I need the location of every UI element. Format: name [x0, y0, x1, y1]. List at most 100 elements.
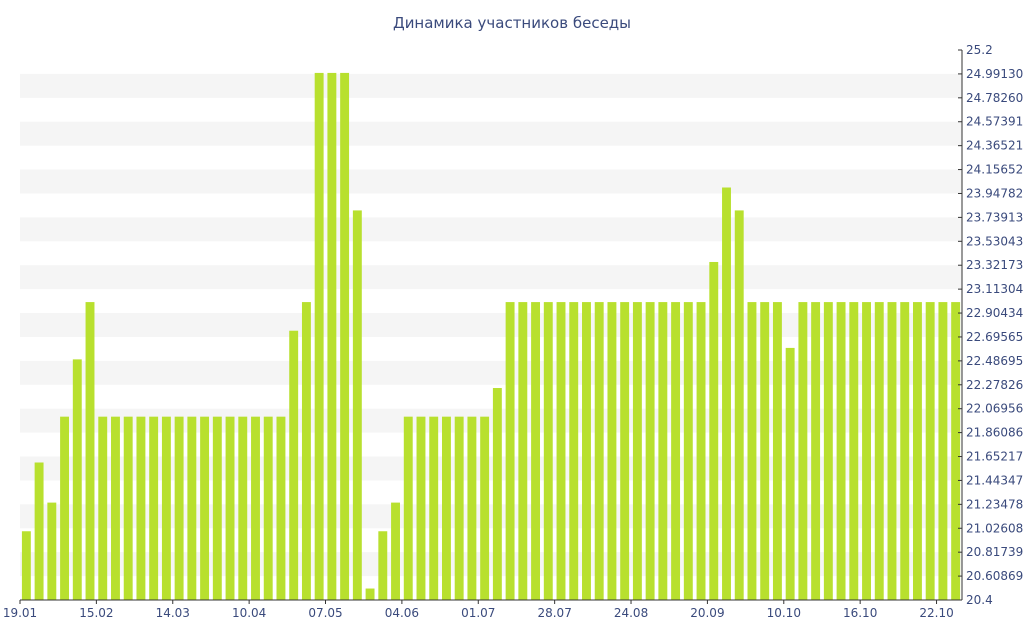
bar	[696, 302, 706, 600]
x-tick-label: 22.10	[919, 606, 953, 620]
bar	[251, 416, 260, 600]
bar	[556, 302, 566, 600]
y-tick-label: 21.02608	[966, 521, 1023, 535]
y-tick-label: 21.86086	[966, 426, 1023, 440]
grid-band	[20, 552, 962, 577]
y-tick-label: 23.11304	[966, 282, 1023, 296]
y-tick-label: 22.90434	[966, 306, 1023, 320]
bar	[365, 588, 375, 600]
bar	[467, 416, 477, 600]
bar	[263, 416, 273, 600]
bar	[938, 302, 948, 600]
bar	[811, 302, 821, 600]
bar	[161, 416, 171, 600]
bar	[429, 416, 439, 600]
bar	[34, 462, 44, 600]
grid-band	[20, 265, 962, 290]
y-tick-label: 22.06956	[966, 402, 1023, 416]
y-tick-label: 21.23478	[966, 497, 1023, 511]
y-tick-label: 23.32173	[966, 258, 1023, 272]
x-tick-label: 10.04	[232, 606, 266, 620]
y-tick-label: 22.48695	[966, 354, 1023, 368]
bar	[747, 302, 757, 600]
bar	[594, 302, 604, 600]
x-tick-label: 20.09	[690, 606, 724, 620]
bar	[85, 302, 95, 600]
bar	[620, 302, 630, 600]
bar	[98, 416, 108, 600]
y-tick-label: 23.94782	[966, 186, 1023, 200]
x-tick-label: 14.03	[156, 606, 190, 620]
bar	[276, 416, 286, 600]
bar	[225, 416, 235, 600]
bar	[951, 302, 961, 600]
bar	[403, 416, 413, 600]
chart-title: Динамика участников беседы	[393, 14, 631, 32]
bar	[569, 302, 579, 600]
grid-band	[20, 73, 962, 98]
bar	[340, 72, 350, 600]
bar	[900, 302, 910, 600]
bar	[123, 416, 133, 600]
y-tick-label: 24.78260	[966, 91, 1023, 105]
bar	[887, 302, 897, 600]
bar	[187, 416, 197, 600]
grid-band	[20, 121, 962, 146]
bar	[912, 302, 922, 600]
y-axis: 20.4 20.60869 20.81739 21.02608 21.23478 21.4…	[958, 43, 1023, 607]
bar	[301, 302, 311, 600]
grid-band	[20, 313, 962, 337]
bar	[212, 416, 222, 600]
bar	[21, 531, 31, 600]
bar	[874, 302, 884, 600]
bar	[607, 302, 617, 600]
bar	[772, 302, 782, 600]
x-tick-label: 04.06	[385, 606, 419, 620]
grid-band	[20, 504, 962, 529]
bar	[149, 416, 159, 600]
y-tick-label: 23.73913	[966, 210, 1023, 224]
grid-band	[20, 360, 962, 385]
y-tick-label: 22.69565	[966, 330, 1023, 344]
y-tick-label: 24.15652	[966, 163, 1023, 177]
y-tick-label: 23.53043	[966, 234, 1023, 248]
y-tick-label: 22.27826	[966, 378, 1023, 392]
bar	[454, 416, 464, 600]
bar	[391, 502, 400, 600]
x-tick-label: 10.10	[767, 606, 801, 620]
bar	[760, 302, 770, 600]
bar	[823, 302, 833, 600]
grid-band	[20, 456, 962, 481]
y-tick-label: 21.44347	[966, 473, 1023, 487]
grid-band	[20, 408, 962, 433]
bar	[734, 210, 744, 600]
bar	[531, 302, 541, 600]
x-tick-label: 01.07	[461, 606, 495, 620]
bar	[671, 302, 681, 600]
bar	[925, 302, 935, 600]
x-axis: 19.01 15.02 14.03 10.04 07.05 04.06 01.07 28.07…	[3, 599, 962, 620]
bar	[505, 302, 515, 600]
grid-band	[20, 217, 962, 242]
x-tick-label: 24.08	[614, 606, 648, 620]
bar	[632, 302, 642, 600]
bar	[441, 416, 451, 600]
y-tick-label: 20.4	[966, 593, 993, 607]
y-tick-label: 21.65217	[966, 450, 1023, 464]
bar	[111, 416, 120, 600]
bar	[862, 302, 871, 600]
bar	[378, 531, 388, 600]
y-tick-label: 24.57391	[966, 115, 1023, 129]
bar	[327, 72, 337, 600]
bar	[289, 330, 299, 600]
bar	[836, 302, 846, 600]
x-tick-label: 19.01	[3, 606, 37, 620]
bar	[238, 416, 248, 600]
bar	[785, 347, 795, 600]
x-tick-label: 15.02	[79, 606, 113, 620]
bar	[518, 302, 528, 600]
bar	[174, 416, 184, 600]
bar	[60, 416, 70, 600]
bar	[416, 416, 426, 600]
